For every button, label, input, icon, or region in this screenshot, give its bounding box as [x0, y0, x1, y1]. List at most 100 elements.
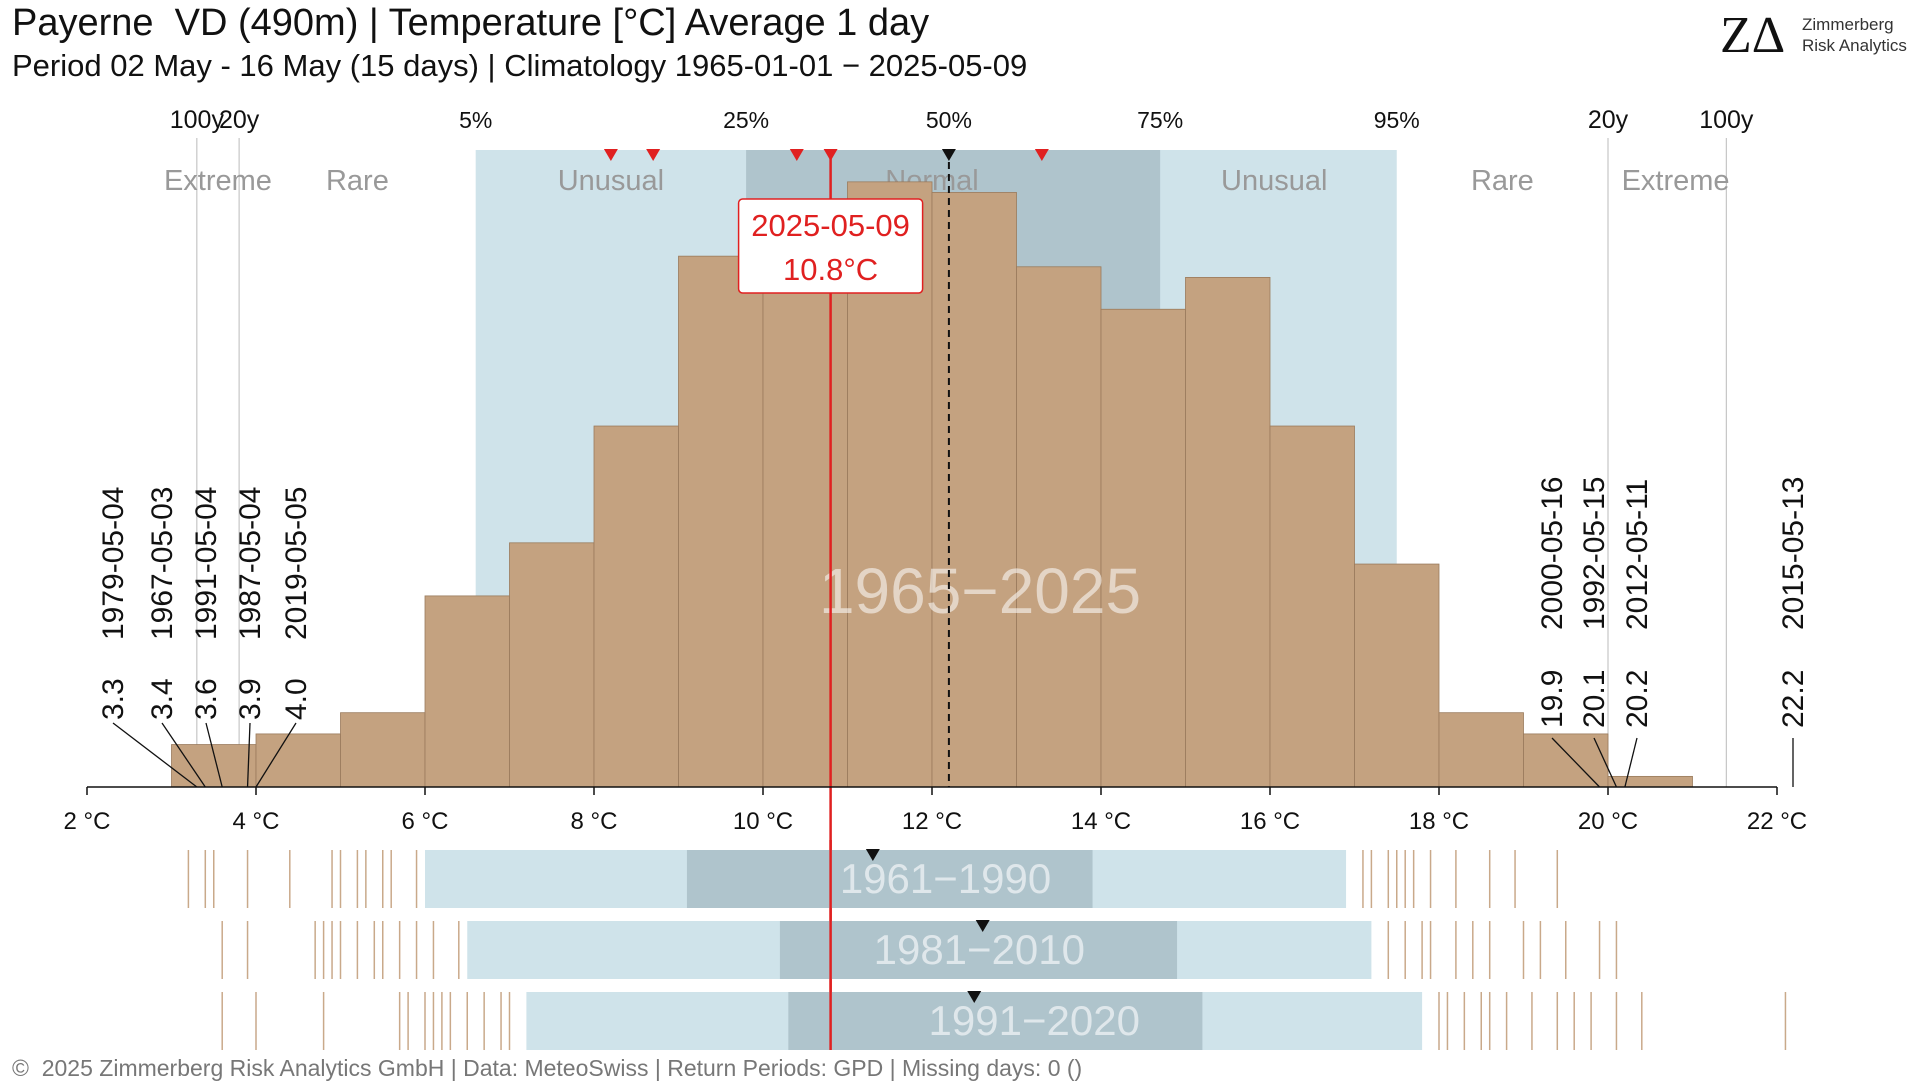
- extreme-low-value: 4.0: [280, 678, 313, 720]
- climatology-median-marker: [967, 991, 982, 1003]
- x-axis-tick-label: 12 °C: [902, 808, 962, 835]
- extreme-low-date: 1987-05-04: [234, 487, 267, 640]
- x-axis-tick-label: 22 °C: [1747, 808, 1807, 835]
- recent-value-marker: [789, 149, 804, 161]
- logo-line-1: Zimmerberg: [1802, 15, 1894, 34]
- x-axis-tick-label: 4 °C: [233, 808, 280, 835]
- histogram-bars: [171, 181, 1693, 788]
- zone-label: Unusual: [558, 165, 664, 197]
- climatology-strip: 1981−2010: [221, 920, 1618, 979]
- climatology-band-25-75: [779, 921, 1178, 979]
- extreme-high-date: 2000-05-16: [1536, 477, 1569, 630]
- extreme-low-leader: [246, 722, 251, 788]
- chart-title: Payerne VD (490m) | Temperature [°C] Ave…: [12, 2, 930, 44]
- extreme-high-value: 20.2: [1621, 670, 1654, 728]
- histogram-bar: [340, 712, 426, 788]
- histogram-bar: [1607, 775, 1693, 788]
- histogram-bar: [762, 266, 848, 788]
- extreme-high-value: 19.9: [1536, 670, 1569, 728]
- extreme-high-date: 2015-05-13: [1777, 477, 1810, 630]
- percentile-label: 95%: [1374, 107, 1420, 133]
- extreme-low-value: 3.4: [146, 678, 179, 720]
- logo-mark-icon: ZΔ: [1720, 7, 1786, 64]
- extreme-low-leader: [161, 722, 206, 788]
- return-period-label: 100y: [1699, 106, 1754, 134]
- histogram-bar: [171, 744, 257, 788]
- percentile-label: 50%: [926, 107, 972, 133]
- x-axis-tick-label: 20 °C: [1578, 808, 1638, 835]
- return-period-label: 20y: [1588, 106, 1629, 134]
- histogram-bar: [1269, 425, 1355, 788]
- extreme-high-value: 22.2: [1777, 670, 1810, 728]
- climatology-label: 1981−2010: [874, 926, 1085, 973]
- histogram-bar: [1354, 563, 1440, 788]
- extreme-low-leader: [205, 722, 223, 788]
- zone-label: Rare: [1471, 165, 1534, 197]
- climatology-label: 1961−1990: [840, 855, 1051, 902]
- histogram-bar: [1100, 308, 1186, 788]
- histogram-bar: [255, 733, 341, 788]
- percentile-label: 25%: [723, 107, 769, 133]
- histogram-bar: [424, 595, 510, 788]
- extreme-high-value: 20.1: [1578, 670, 1611, 728]
- x-axis-tick-label: 6 °C: [402, 808, 449, 835]
- extreme-low-date: 1979-05-04: [97, 487, 130, 640]
- x-axis-tick-label: 14 °C: [1071, 808, 1131, 835]
- zone-label: Extreme: [164, 165, 272, 197]
- footer-credits: © 2025 Zimmerberg Risk Analytics GmbH | …: [12, 1055, 1083, 1081]
- extreme-high-leader: [1624, 737, 1638, 788]
- climatology-band-25-75: [788, 992, 1203, 1050]
- extreme-high-date: 2012-05-11: [1621, 479, 1654, 630]
- recent-value-marker: [603, 149, 618, 161]
- zone-label: Extreme: [1622, 165, 1730, 197]
- climatology-strip: 1991−2020: [221, 991, 1787, 1050]
- x-axis-tick-label: 10 °C: [733, 808, 793, 835]
- recent-value-marker: [1034, 149, 1049, 161]
- x-axis-tick-label: 18 °C: [1409, 808, 1469, 835]
- x-axis-tick-label: 16 °C: [1240, 808, 1300, 835]
- extreme-low-leader: [112, 722, 198, 788]
- extreme-low-date: 1991-05-04: [190, 487, 223, 640]
- percentile-label: 5%: [459, 107, 492, 133]
- extreme-low-leader: [255, 722, 297, 788]
- logo-line-2: Risk Analytics: [1802, 36, 1907, 55]
- current-value-callout: [737, 198, 924, 294]
- climatology-strip: 1961−1990: [187, 849, 1559, 908]
- zone-label: Rare: [326, 165, 389, 197]
- median-marker: [941, 149, 956, 161]
- extreme-low-value: 3.3: [97, 678, 130, 720]
- company-logo: ZΔ Zimmerberg Risk Analytics: [1720, 8, 1910, 64]
- histogram-bar: [509, 542, 595, 788]
- percentile-label: 75%: [1137, 107, 1183, 133]
- period-watermark: 1965−2025: [819, 555, 1141, 627]
- logo-text: Zimmerberg Risk Analytics: [1802, 14, 1907, 56]
- histogram-bar: [1438, 712, 1524, 788]
- current-value-label: 10.8°C: [783, 252, 878, 287]
- extreme-low-date: 2019-05-05: [280, 487, 313, 640]
- histogram-bar: [593, 425, 679, 788]
- extreme-low-value: 3.9: [234, 678, 267, 720]
- extreme-high-leader: [1551, 737, 1601, 788]
- recent-value-marker: [823, 149, 838, 161]
- climatology-median-marker: [975, 920, 990, 932]
- histogram-bar: [1016, 266, 1102, 788]
- climatology-label: 1991−2020: [929, 997, 1140, 1044]
- histogram-bar: [678, 255, 764, 788]
- zone-label: Unusual: [1221, 165, 1327, 197]
- histogram-bar: [1185, 276, 1271, 788]
- extreme-high-date: 1992-05-15: [1578, 477, 1611, 630]
- return-period-label: 100y: [170, 106, 225, 134]
- x-axis-tick-label: 2 °C: [64, 808, 111, 835]
- histogram-bar: [931, 192, 1017, 788]
- extreme-low-value: 3.6: [190, 678, 223, 720]
- return-period-label: 20y: [219, 106, 260, 134]
- x-axis-tick-label: 8 °C: [571, 808, 618, 835]
- extreme-high-leader: [1593, 737, 1618, 788]
- climatology-band-25-75: [686, 850, 1093, 908]
- climatology-median-marker: [865, 849, 880, 861]
- current-date-label: 2025-05-09: [751, 208, 910, 243]
- recent-value-marker: [646, 149, 661, 161]
- histogram-bar: [1523, 733, 1609, 788]
- chart-subtitle: Period 02 May - 16 May (15 days) | Clima…: [12, 48, 1028, 83]
